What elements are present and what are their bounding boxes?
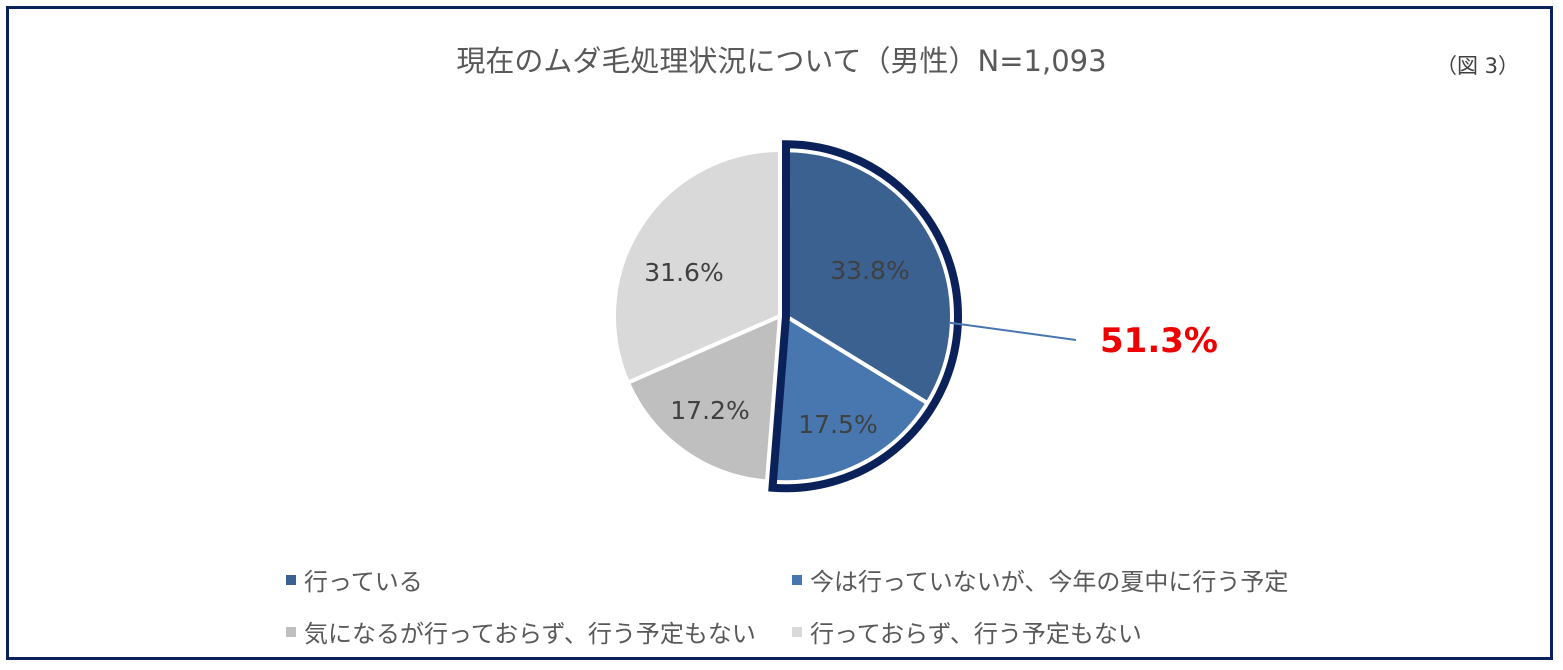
legend-swatch [286,626,296,637]
legend-item-3: 気になるが行っておらず、行う予定もない [286,614,756,649]
data-label-4: 31.6% [644,258,723,287]
legend-label: 今は行っていないが、今年の夏中に行う予定 [810,568,1289,596]
legend-label: 気になるが行っておらず、行う予定もない [304,620,756,648]
legend-swatch [792,626,802,637]
callout-group: 51.3% [949,321,1218,361]
legend-swatch [286,574,296,585]
callout-value: 51.3% [1100,321,1218,361]
legend-item-1: 行っている [286,562,423,597]
legend-label: 行っておらず、行う予定もない [810,620,1142,648]
chart-title: 現在のムダ毛処理状況について（男性）N=1,093 [456,44,1107,78]
callout-leader-line [949,321,1077,341]
legend-item-4: 行っておらず、行う予定もない [792,614,1142,649]
legend-label: 行っている [304,568,423,596]
pie-data-labels: 33.8% 17.5% 17.2% 31.6% [644,256,909,439]
figure-label: （図 3） [1435,54,1519,78]
pie-slice-2 [770,312,931,485]
legend-swatch [792,574,802,585]
data-label-3: 17.2% [670,396,749,425]
pie-slices [612,140,962,493]
legend-item-2: 今は行っていないが、今年の夏中に行う予定 [792,562,1288,597]
pie-slice-3 [625,312,783,484]
pie-slice-4 [612,147,782,386]
data-label-2: 17.5% [798,410,877,439]
data-label-1: 33.8% [830,256,909,285]
